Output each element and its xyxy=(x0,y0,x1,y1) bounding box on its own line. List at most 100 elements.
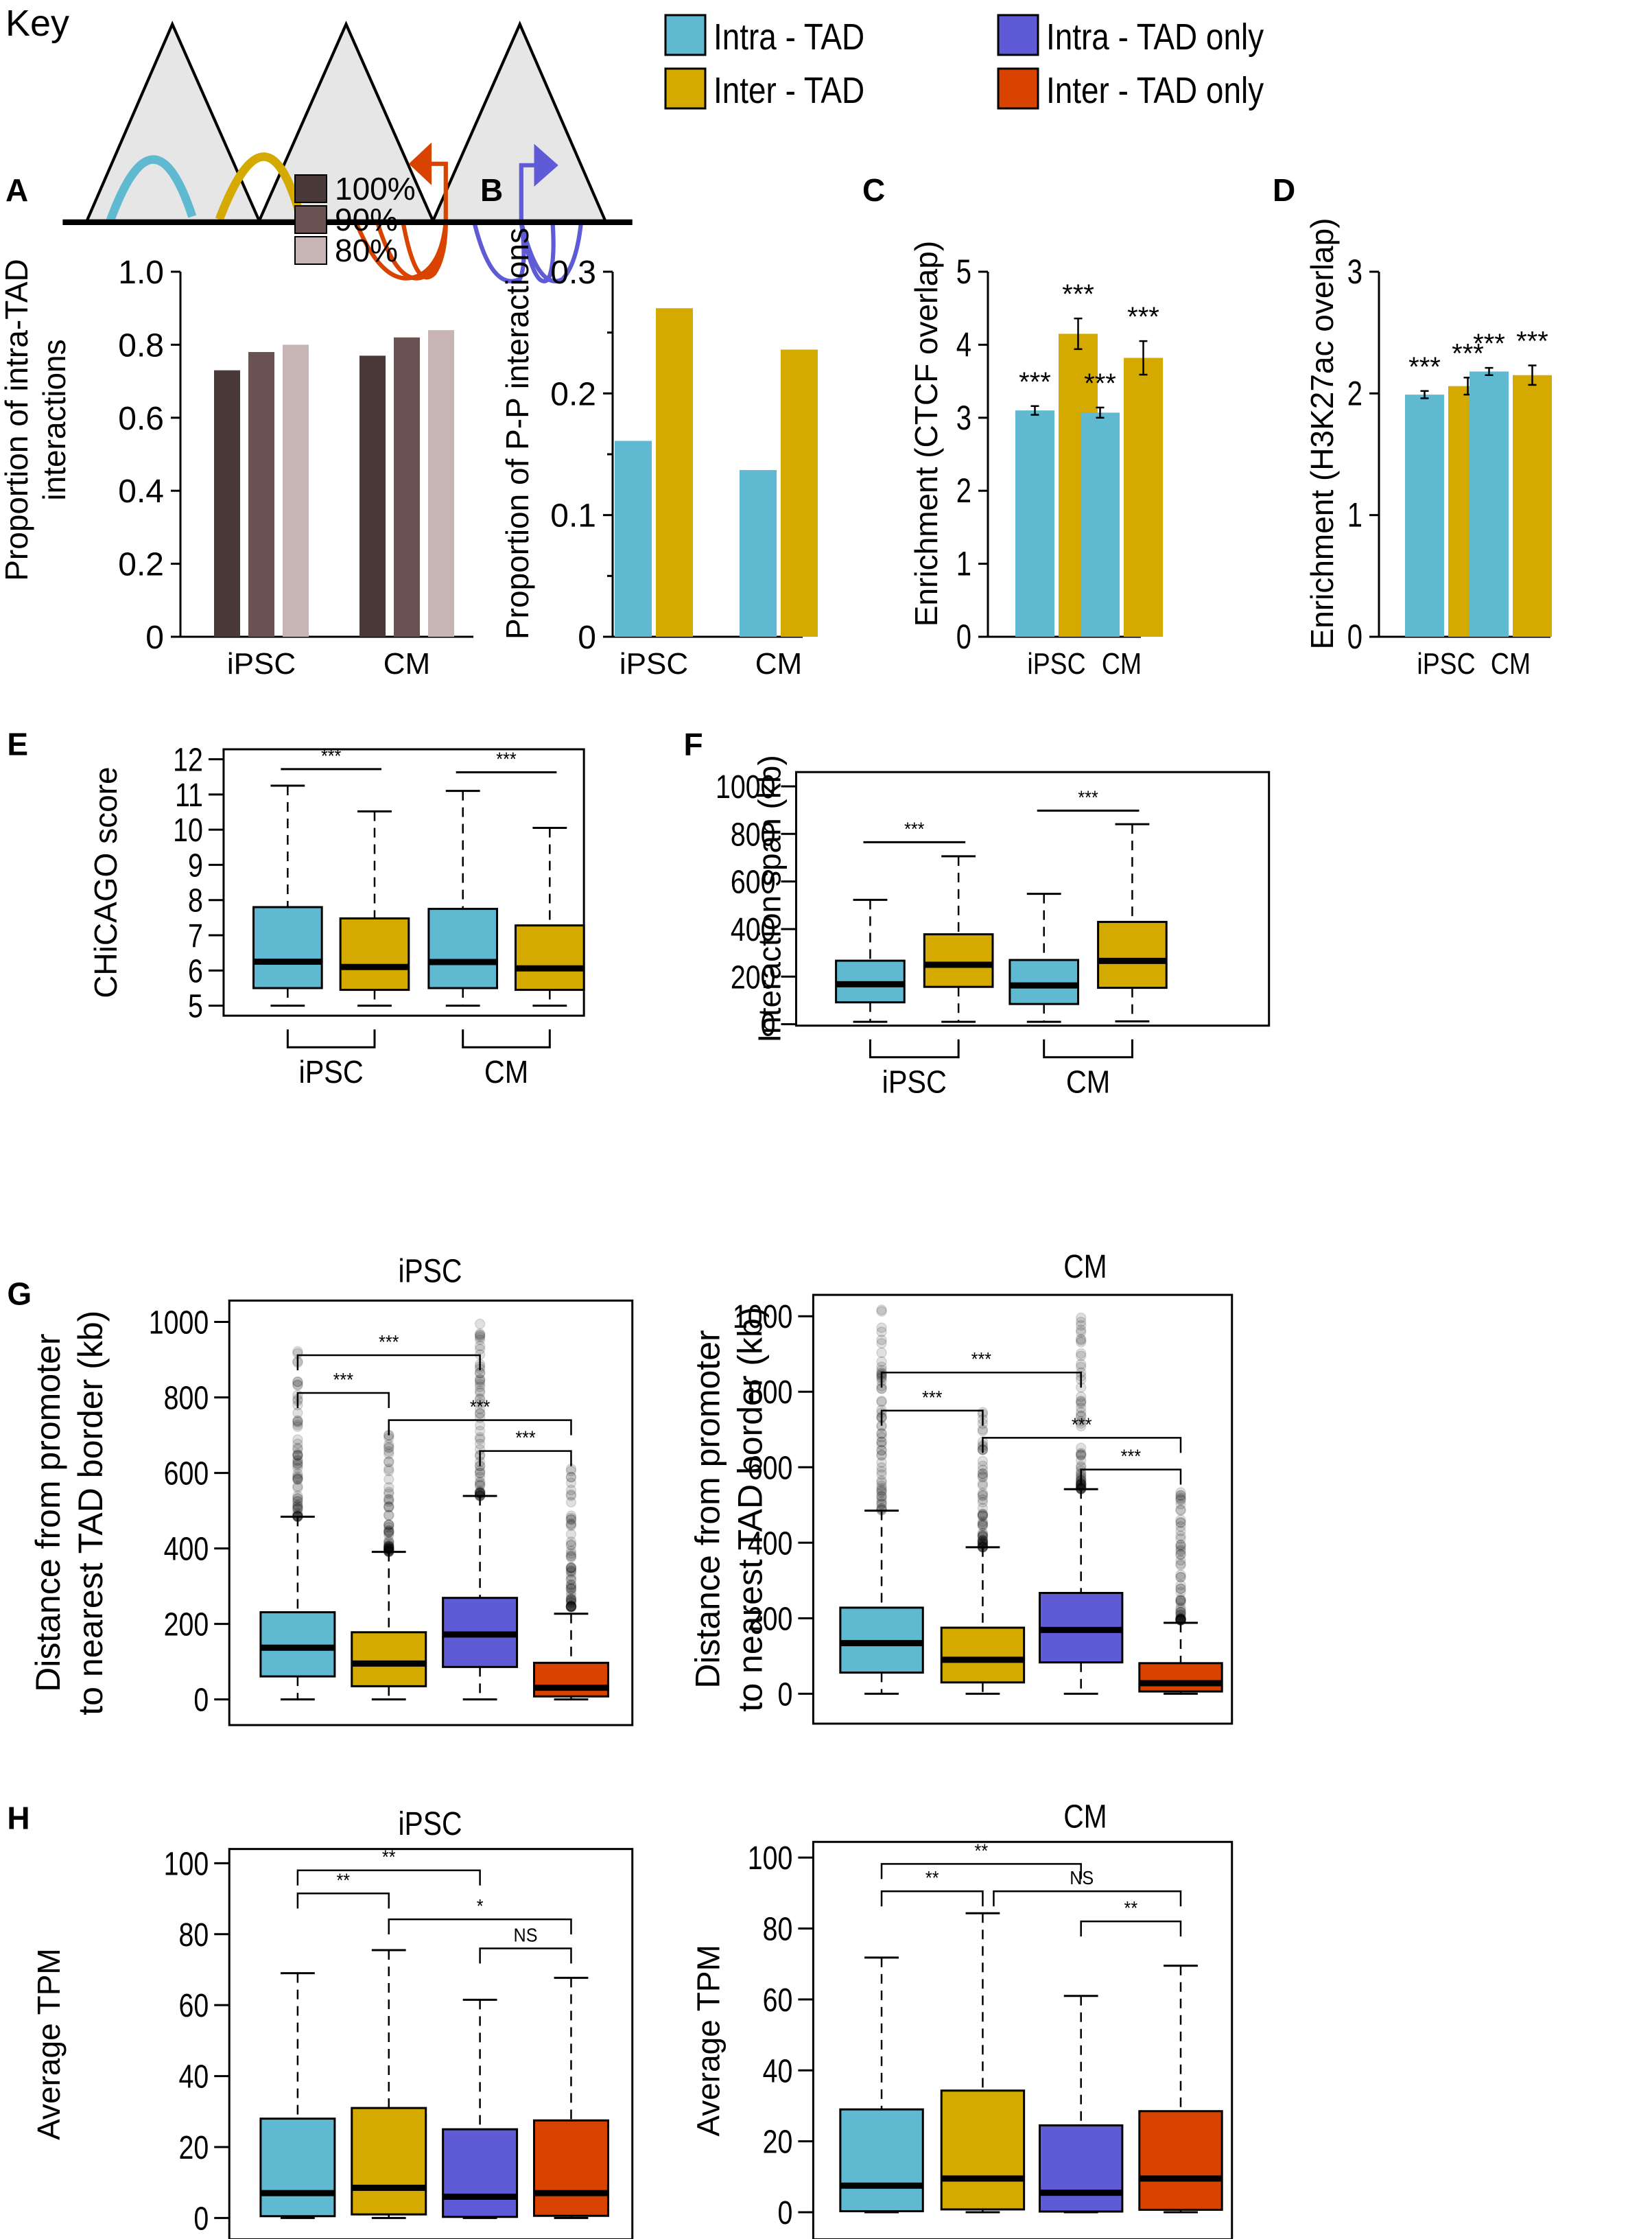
y-tick-label: 400 xyxy=(164,1531,209,1568)
outlier-point xyxy=(383,1537,394,1548)
outlier-point xyxy=(977,1531,989,1543)
chart-panel-B: B 0 0.1 0.2 0.3 Proportion of P-P interaction… xyxy=(480,172,818,681)
outlier-point xyxy=(383,1535,394,1547)
outlier-point xyxy=(977,1531,989,1542)
outlier-point xyxy=(383,1488,394,1499)
box xyxy=(940,1626,1026,1684)
comparison-label: ** xyxy=(925,1867,939,1889)
y-tick-label: 800 xyxy=(731,817,776,854)
outlier-point xyxy=(292,1503,303,1515)
outlier-point xyxy=(977,1508,989,1520)
outlier-point xyxy=(977,1520,989,1532)
outlier-point xyxy=(474,1376,486,1387)
outlier-point xyxy=(565,1602,577,1613)
outlier-point xyxy=(977,1470,989,1481)
chart-panel-H-CM: CM 0 20 40 60 80 100 Average TPM ** ** NS ** xyxy=(690,1798,1234,2239)
outlier-point xyxy=(977,1472,989,1483)
tad-diagram xyxy=(62,21,633,283)
outlier-point xyxy=(565,1601,577,1612)
y-tick-label: 5 xyxy=(188,988,203,1025)
panel-title: CM xyxy=(1063,1249,1107,1285)
y-axis-label: interactions xyxy=(36,339,72,500)
y-tick-label: 0 xyxy=(193,2201,209,2238)
outlier-point xyxy=(383,1538,394,1550)
y-tick-label: 400 xyxy=(731,911,776,948)
outlier-point xyxy=(292,1455,303,1467)
significance-label: *** xyxy=(1452,338,1484,368)
y-axis-label: Average TPM xyxy=(31,1948,67,2140)
intra-tad-only-arcs xyxy=(472,163,584,283)
outlier-point xyxy=(1075,1326,1087,1338)
outlier-point xyxy=(292,1415,303,1426)
outlier-point xyxy=(1075,1449,1087,1460)
outlier-point xyxy=(1175,1494,1186,1506)
outlier-point xyxy=(292,1457,303,1469)
legend-label: 90% xyxy=(335,202,398,237)
y-tick-label: 20 xyxy=(178,2129,209,2166)
outlier-point xyxy=(876,1493,887,1504)
outlier-point xyxy=(1175,1583,1186,1595)
outlier-point xyxy=(292,1470,303,1482)
outlier-point xyxy=(1075,1324,1087,1335)
outlier-point xyxy=(876,1484,887,1496)
outlier-point xyxy=(876,1450,887,1461)
outlier-point xyxy=(565,1583,577,1594)
y-tick-label: 200 xyxy=(164,1606,209,1643)
outlier-point xyxy=(1075,1450,1087,1461)
box xyxy=(1038,2124,1124,2213)
x-tick-label: CM xyxy=(384,647,430,681)
comparison-label: *** xyxy=(470,1396,490,1418)
outlier-point xyxy=(876,1440,887,1451)
legend-swatch xyxy=(664,14,707,56)
comparison-bracket xyxy=(388,1419,572,1435)
comparison-bracket xyxy=(880,1890,984,1907)
outlier-point xyxy=(565,1597,577,1608)
y-tick-label: 0.2 xyxy=(550,376,596,412)
outlier-point xyxy=(876,1499,887,1510)
outlier-point xyxy=(565,1595,577,1606)
outlier-point xyxy=(565,1579,577,1590)
outlier-point xyxy=(1175,1544,1186,1556)
outlier-point xyxy=(565,1601,577,1613)
outlier-point xyxy=(292,1434,303,1445)
outlier-point xyxy=(977,1534,989,1546)
outlier-point xyxy=(977,1510,989,1521)
outlier-point xyxy=(474,1433,486,1445)
outlier-point xyxy=(383,1526,394,1538)
outlier-point xyxy=(1075,1416,1087,1427)
panel-label: H xyxy=(7,1801,30,1836)
outlier-point xyxy=(565,1593,577,1604)
outlier-point xyxy=(474,1438,486,1450)
outlier-point xyxy=(876,1428,887,1439)
comparison-bracket xyxy=(982,1437,1182,1453)
box xyxy=(515,924,585,992)
outlier-point xyxy=(876,1304,887,1315)
y-tick-label: 600 xyxy=(164,1455,209,1492)
outlier-point xyxy=(977,1494,989,1505)
legend-label: Intra - TAD xyxy=(713,16,864,58)
y-tick-label: 1 xyxy=(1347,495,1362,534)
y-tick-label: 200 xyxy=(731,959,776,996)
outlier-point xyxy=(1175,1560,1186,1571)
legend-swatch xyxy=(664,67,707,110)
bar xyxy=(1081,412,1120,637)
outlier-point xyxy=(565,1548,577,1559)
outlier-point xyxy=(977,1464,989,1475)
y-tick-label: 0 xyxy=(145,620,164,656)
outlier-point xyxy=(977,1519,989,1529)
x-group-label: iPSC xyxy=(882,1065,947,1101)
comparison-label: *** xyxy=(379,1331,399,1353)
outlier-point xyxy=(977,1478,989,1489)
outlier-point xyxy=(1175,1514,1186,1525)
y-axis-label: Average TPM xyxy=(690,1945,726,2137)
y-tick-label: 0 xyxy=(778,2194,793,2231)
outlier-point xyxy=(292,1474,303,1486)
comparison-label: *** xyxy=(922,1387,942,1409)
y-axis-label: CHiCAGO score xyxy=(88,766,123,998)
x-group-label: iPSC xyxy=(299,1055,364,1090)
outlier-point xyxy=(383,1510,394,1521)
outlier-point xyxy=(977,1460,989,1472)
